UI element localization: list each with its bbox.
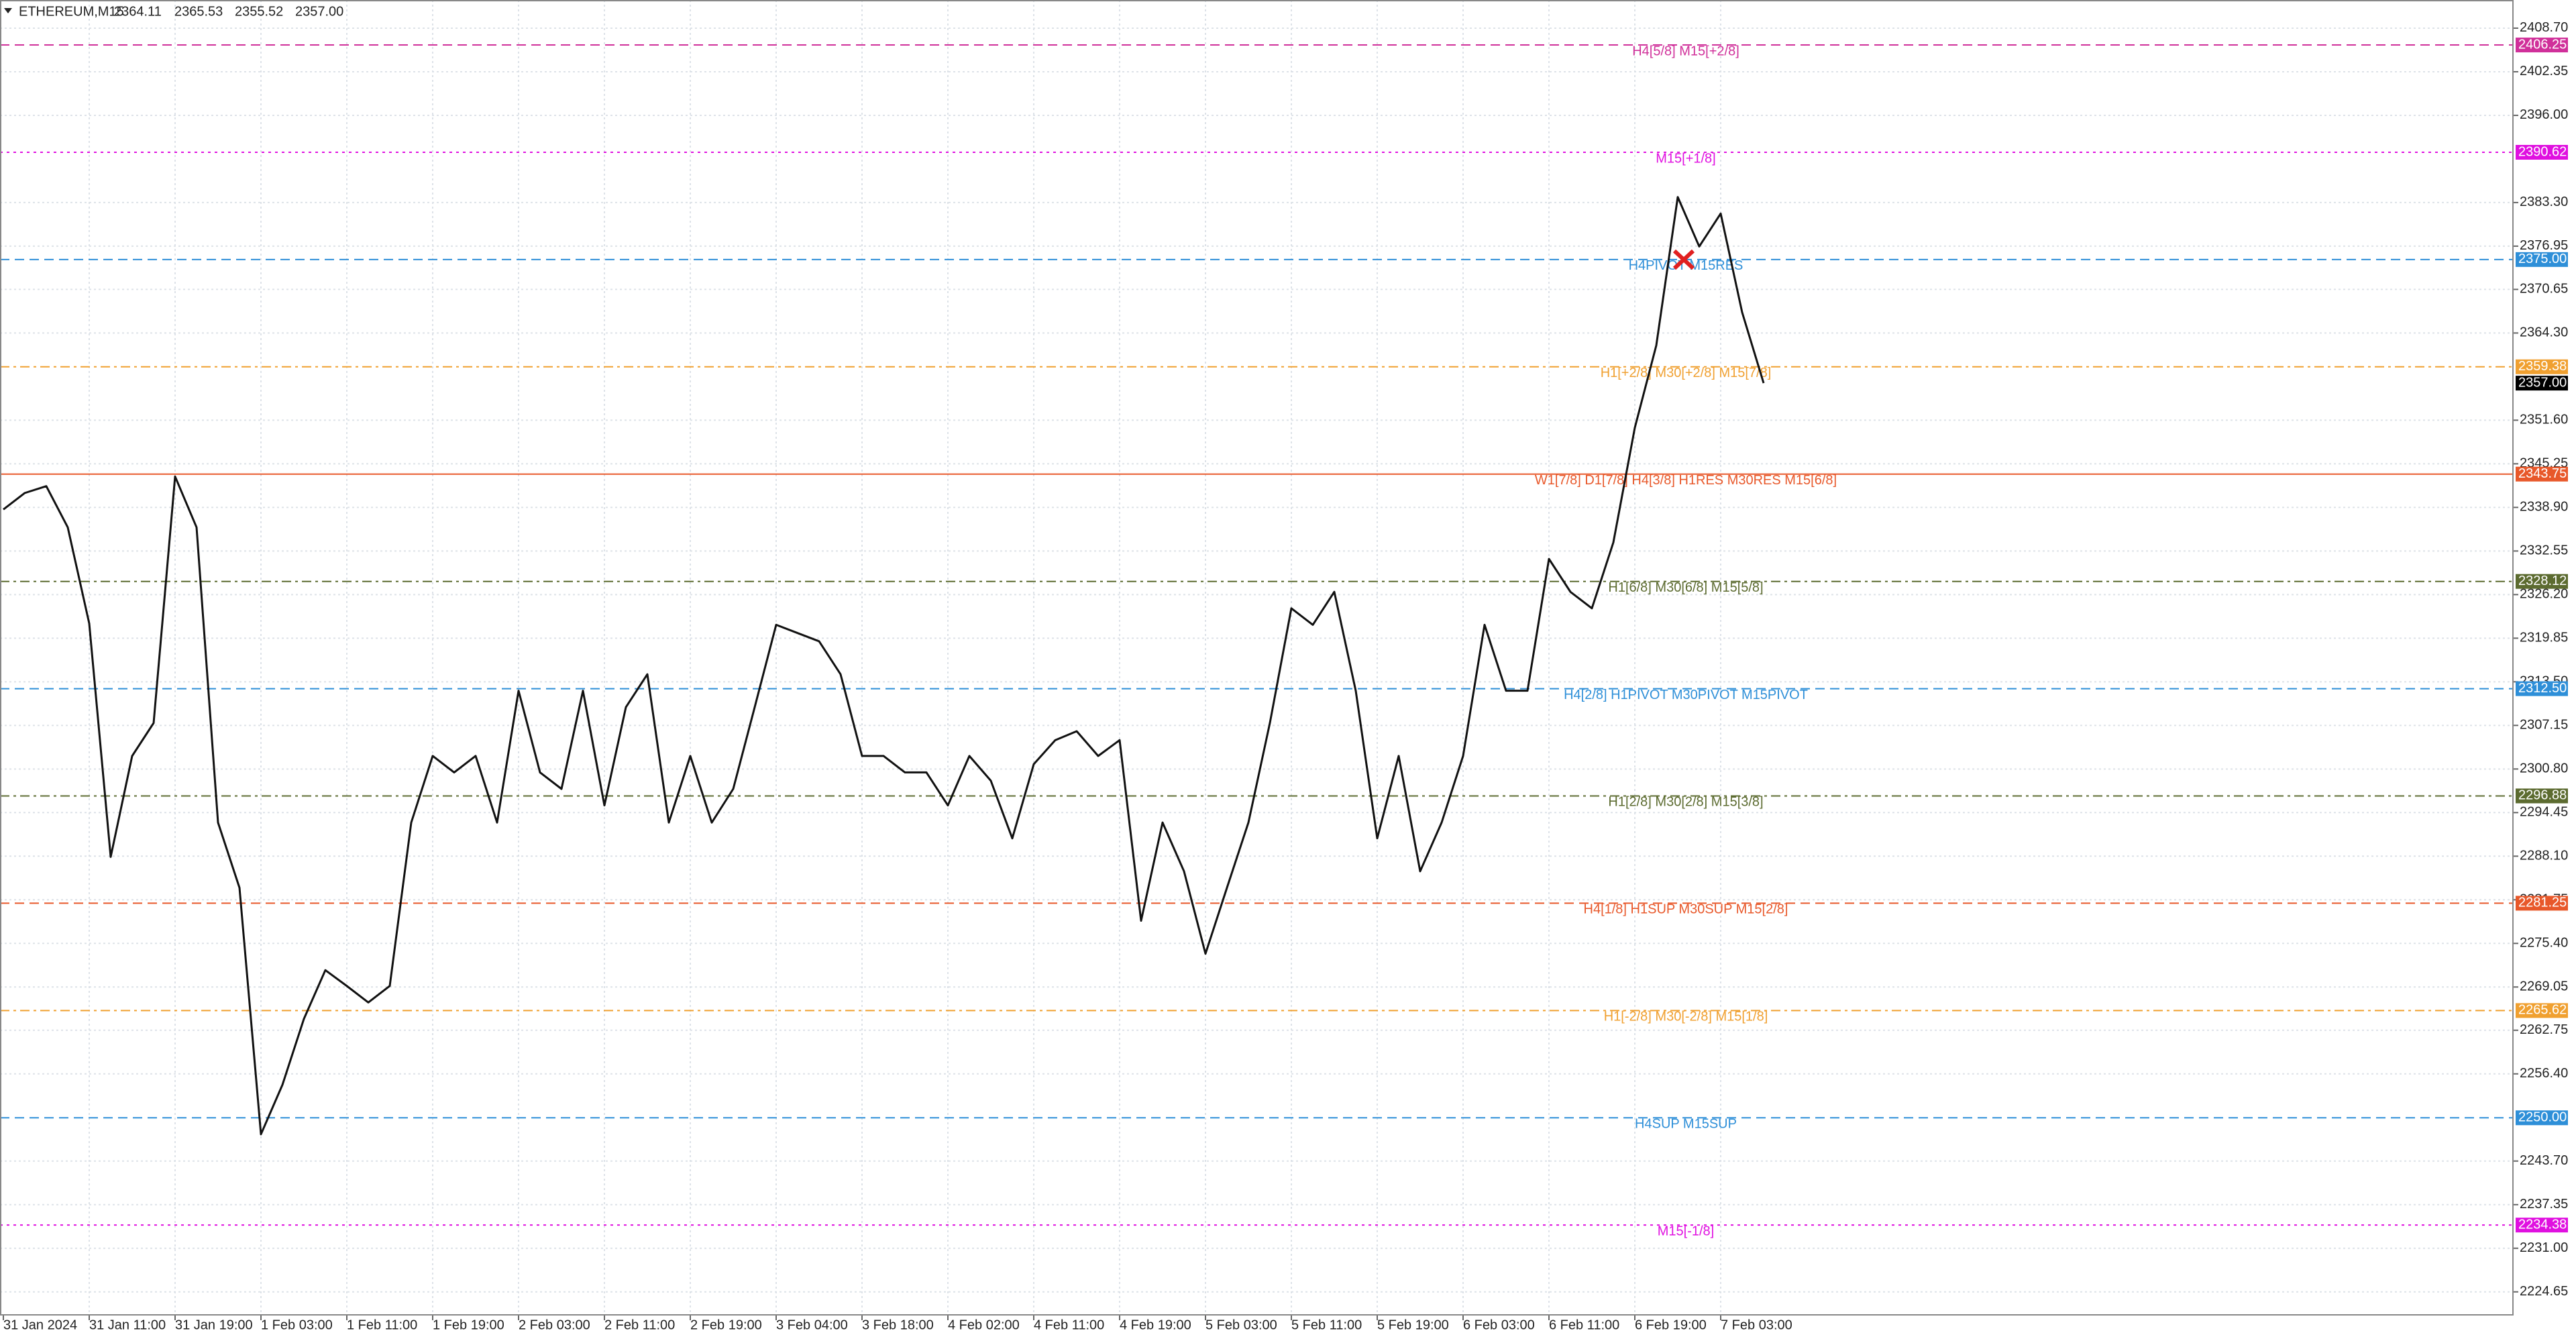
y-tick-label: 2269.05 — [2520, 979, 2568, 994]
level-price-label: 2265.62 — [2518, 1003, 2567, 1018]
level-price-tag — [2516, 252, 2568, 267]
level-label: M15[-1/8] — [1658, 1224, 1714, 1238]
x-tick-label: 31 Jan 2024 — [3, 1318, 77, 1332]
x-tick-label: 5 Feb 11:00 — [1291, 1318, 1362, 1332]
ohlc-value: 2357.00 — [295, 4, 343, 19]
level-price-tag — [2516, 681, 2568, 696]
level-label: W1[7/8] D1[7/8] H4[3/8] H1RES M30RES M15… — [1535, 473, 1837, 488]
level-label: H4PIVOT M15RES — [1629, 258, 1743, 273]
y-tick-label: 2326.20 — [2520, 587, 2568, 602]
level-label: H4[2/8] H1PIVOT M30PIVOT M15PIVOT — [1564, 688, 1808, 702]
axis: 2408.70 2402.35 2396.00 2383.30 2376.95 2370.… — [3, 20, 2568, 1332]
level-label: H4[5/8] M15[+2/8] — [1632, 44, 1739, 58]
current-price-label: 2357.00 — [2518, 375, 2567, 390]
y-tick-label: 2383.30 — [2520, 195, 2568, 209]
symbol-title: ETHEREUM,M15 — [19, 4, 124, 19]
level-price-label: 2250.00 — [2518, 1110, 2567, 1125]
levels: H4[5/8] M15[+2/8] M15[+1/8] H4PIVOT M15RES… — [0, 44, 2513, 1238]
level-price-label: 2359.38 — [2518, 359, 2567, 374]
level-price-tag — [2516, 896, 2568, 911]
y-tick-label: 2288.10 — [2520, 849, 2568, 863]
level-label: H4[1/8] H1SUP M30SUP M15[2/8] — [1584, 902, 1788, 917]
x-tick-label: 4 Feb 02:00 — [948, 1318, 1020, 1332]
x-tick-label: 6 Feb 03:00 — [1463, 1318, 1535, 1332]
level-price-label: 2234.38 — [2518, 1217, 2567, 1232]
grid — [0, 0, 2513, 1315]
level-price-tag — [2516, 359, 2568, 374]
y-tick-label: 2256.40 — [2520, 1066, 2568, 1081]
level-price-tag — [2516, 38, 2568, 53]
level-label: H1[2/8] M30[2/8] M15[3/8] — [1608, 795, 1763, 810]
level-label: M15[+1/8] — [1656, 151, 1716, 166]
level-price-tag — [2516, 574, 2568, 589]
level-price-label: 2296.88 — [2518, 788, 2567, 803]
level-price-tag — [2516, 145, 2568, 160]
ohlc-value: 2355.52 — [235, 4, 283, 19]
y-tick-label: 2300.80 — [2520, 761, 2568, 776]
x-tick-label: 3 Feb 04:00 — [776, 1318, 848, 1332]
y-tick-label: 2237.35 — [2520, 1197, 2568, 1212]
x-tick-label: 4 Feb 19:00 — [1120, 1318, 1191, 1332]
trade-marker — [1672, 249, 1695, 270]
x-tick-label: 5 Feb 03:00 — [1205, 1318, 1277, 1332]
y-tick-label: 2243.70 — [2520, 1153, 2568, 1168]
level-price-tag — [2516, 1218, 2568, 1233]
level-label: H1[-2/8] M30[-2/8] M15[1/8] — [1604, 1010, 1768, 1024]
menu-arrow[interactable] — [4, 8, 12, 13]
y-tick-label: 2231.00 — [2520, 1240, 2568, 1255]
level-label: H4SUP M15SUP — [1635, 1117, 1737, 1132]
x-tick-label: 4 Feb 11:00 — [1034, 1318, 1104, 1332]
level-price-tag — [2516, 788, 2568, 804]
current-price-tag — [2516, 376, 2568, 391]
x-tick-label: 31 Jan 11:00 — [89, 1318, 166, 1332]
y-tick-label: 2402.35 — [2520, 64, 2568, 78]
level-price-label: 2312.50 — [2518, 681, 2567, 696]
level-price-label: 2343.75 — [2518, 466, 2567, 481]
price-line — [3, 196, 1765, 1136]
y-tick-label: 2370.65 — [2520, 282, 2568, 297]
x-tick-label: 5 Feb 19:00 — [1377, 1318, 1449, 1332]
x-tick-label: 6 Feb 19:00 — [1635, 1318, 1707, 1332]
x-tick-label: 31 Jan 19:00 — [175, 1318, 253, 1332]
y-tick-label: 2275.40 — [2520, 936, 2568, 951]
level-price-label: 2390.62 — [2518, 144, 2567, 159]
ohlc-value: 2365.53 — [174, 4, 223, 19]
level-label: H1[+2/8] M30[+2/8] M15[7/8] — [1601, 366, 1772, 380]
x-tick-label: 3 Feb 18:00 — [862, 1318, 934, 1332]
level-price-tag — [2516, 466, 2568, 482]
level-price-label: 2281.25 — [2518, 896, 2567, 910]
y-tick-label: 2351.60 — [2520, 413, 2568, 427]
x-tick-label: 6 Feb 11:00 — [1549, 1318, 1619, 1332]
y-tick-label: 2262.75 — [2520, 1022, 2568, 1037]
x-tick-label: 2 Feb 11:00 — [604, 1318, 675, 1332]
x-tick-label: 1 Feb 03:00 — [261, 1318, 333, 1332]
y-tick-label: 2364.30 — [2520, 325, 2568, 340]
level-price-tag — [2516, 1003, 2568, 1018]
y-tick-label: 2408.70 — [2520, 20, 2568, 35]
plot-frame — [0, 0, 2514, 1316]
y-tick-label: 2294.45 — [2520, 805, 2568, 820]
series — [3, 196, 1765, 1136]
y-tick-label: 2376.95 — [2520, 238, 2568, 253]
level-price-label: 2406.25 — [2518, 37, 2567, 52]
level-label: H1[6/8] M30[6/8] M15[5/8] — [1608, 580, 1763, 595]
ohlc-value: 2364.11 — [114, 4, 162, 19]
x-tick-label: 2 Feb 19:00 — [690, 1318, 762, 1332]
level-price-label: 2375.00 — [2518, 252, 2567, 266]
y-tick-label: 2319.85 — [2520, 631, 2568, 645]
x-tick-label: 2 Feb 03:00 — [519, 1318, 590, 1332]
level-price-label: 2328.12 — [2518, 574, 2567, 588]
x-tick-label: 7 Feb 03:00 — [1721, 1318, 1792, 1332]
y-tick-label: 2396.00 — [2520, 107, 2568, 122]
y-tick-label: 2224.65 — [2520, 1284, 2568, 1299]
x-tick-label: 1 Feb 11:00 — [347, 1318, 417, 1332]
level-price-tag — [2516, 1110, 2568, 1126]
y-tick-label: 2338.90 — [2520, 500, 2568, 515]
y-tick-label: 2332.55 — [2520, 543, 2568, 558]
y-tick-label: 2307.15 — [2520, 718, 2568, 733]
x-tick-label: 1 Feb 19:00 — [433, 1318, 504, 1332]
